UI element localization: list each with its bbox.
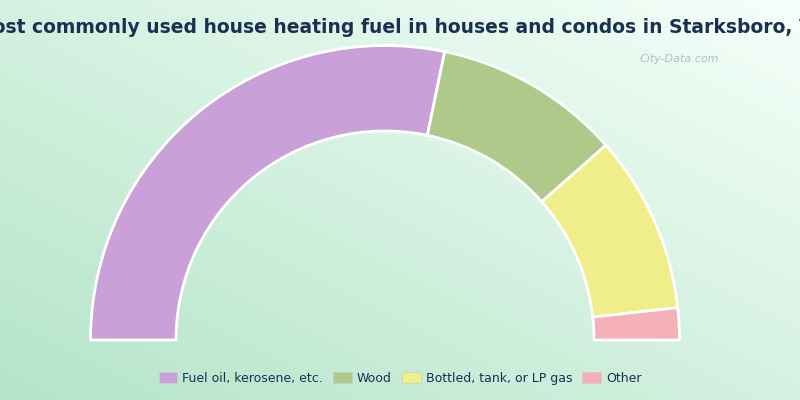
Wedge shape <box>542 145 678 317</box>
Wedge shape <box>593 308 679 340</box>
Wedge shape <box>427 52 606 202</box>
Wedge shape <box>90 46 445 340</box>
Legend: Fuel oil, kerosene, etc., Wood, Bottled, tank, or LP gas, Other: Fuel oil, kerosene, etc., Wood, Bottled,… <box>154 367 646 390</box>
Text: Most commonly used house heating fuel in houses and condos in Starksboro, VT: Most commonly used house heating fuel in… <box>0 18 800 37</box>
Text: City-Data.com: City-Data.com <box>640 54 719 64</box>
